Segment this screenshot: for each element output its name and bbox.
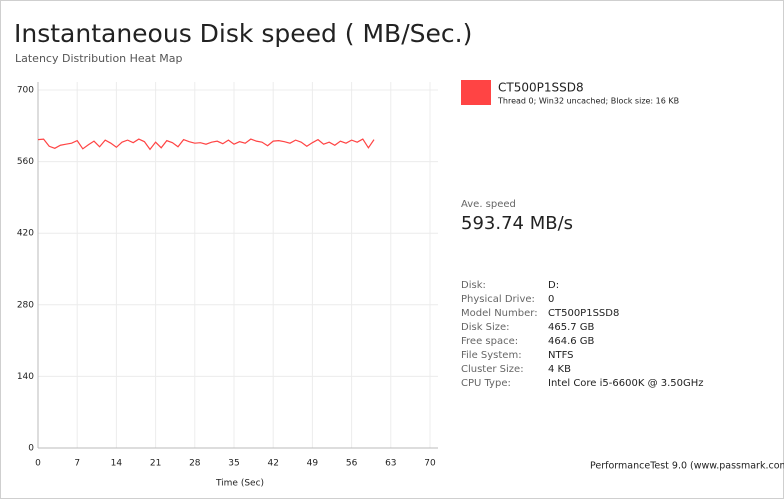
info-label: Disk:	[461, 280, 486, 291]
y-tick-label: 560	[17, 157, 34, 167]
legend-name: CT500P1SSD8	[498, 81, 584, 95]
info-label: Physical Drive:	[461, 294, 535, 305]
summary-value: 593.74 MB/s	[461, 213, 573, 234]
info-value: 464.6 GB	[548, 336, 595, 347]
info-label: Disk Size:	[461, 322, 510, 333]
chart-title: Instantaneous Disk speed ( MB/Sec.)	[14, 19, 472, 48]
x-axis-label: Time (Sec)	[215, 479, 264, 489]
x-tick-label: 35	[228, 459, 239, 469]
y-tick-label: 280	[17, 300, 34, 310]
info-value: NTFS	[548, 350, 574, 361]
y-tick-label: 700	[17, 86, 34, 96]
x-tick-label: 7	[74, 459, 80, 469]
x-tick-label: 14	[111, 459, 123, 469]
info-value: 4 KB	[548, 364, 571, 375]
info-label: CPU Type:	[461, 378, 511, 389]
legend-swatch	[461, 80, 491, 105]
x-tick-label: 49	[307, 459, 319, 469]
x-tick-label: 0	[35, 459, 41, 469]
info-value: 0	[548, 294, 554, 305]
y-tick-label: 140	[17, 372, 34, 382]
x-tick-label: 28	[189, 459, 201, 469]
legend-description: Thread 0; Win32 uncached; Block size: 16…	[497, 97, 679, 106]
x-tick-label: 63	[385, 459, 396, 469]
chart-subtitle: Latency Distribution Heat Map	[15, 52, 182, 65]
y-tick-label: 0	[28, 444, 34, 454]
info-value: Intel Core i5-6600K @ 3.50GHz	[548, 378, 704, 389]
x-tick-label: 56	[346, 459, 358, 469]
info-value: D:	[548, 280, 559, 291]
x-tick-label: 21	[150, 459, 161, 469]
data-line	[37, 138, 375, 151]
info-label: File System:	[461, 350, 522, 361]
summary-label: Ave. speed	[461, 199, 516, 210]
info-value: 465.7 GB	[548, 322, 595, 333]
info-label: Model Number:	[461, 308, 538, 319]
footer: PerformanceTest 9.0 (www.passmark.com)	[590, 461, 784, 472]
info-label: Cluster Size:	[461, 364, 524, 375]
info-label: Free space:	[461, 336, 518, 347]
x-tick-label: 70	[424, 459, 436, 469]
x-tick-label: 42	[267, 459, 278, 469]
info-value: CT500P1SSD8	[548, 308, 619, 319]
y-tick-label: 420	[17, 229, 34, 239]
